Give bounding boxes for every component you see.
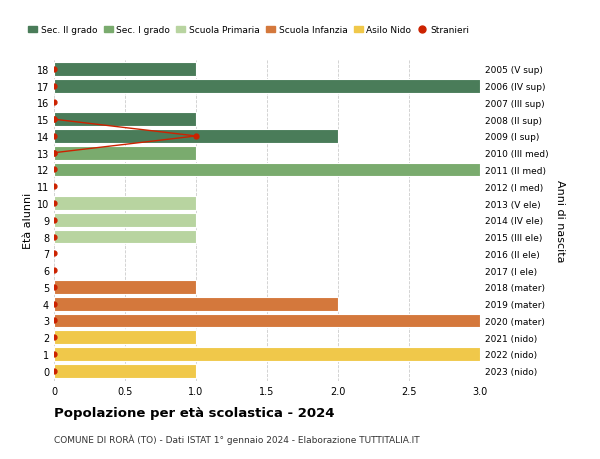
Bar (54, 280, 196, 294)
Bar (54, 63, 196, 77)
Text: Popolazione per età scolastica - 2024: Popolazione per età scolastica - 2024 (54, 406, 335, 419)
Y-axis label: Anni di nascita: Anni di nascita (555, 179, 565, 262)
Legend: Sec. II grado, Sec. I grado, Scuola Primaria, Scuola Infanzia, Asilo Nido, Stran: Sec. II grado, Sec. I grado, Scuola Prim… (25, 22, 473, 39)
Bar (54, 230, 196, 244)
Bar (54, 113, 196, 127)
Bar (54, 146, 196, 160)
Bar (54, 314, 480, 328)
Bar (54, 347, 480, 361)
Text: COMUNE DI RORÀ (TO) - Dati ISTAT 1° gennaio 2024 - Elaborazione TUTTITALIA.IT: COMUNE DI RORÀ (TO) - Dati ISTAT 1° genn… (54, 434, 419, 444)
Bar (54, 130, 338, 144)
Bar (54, 213, 196, 227)
Y-axis label: Età alunni: Età alunni (23, 192, 32, 248)
Bar (54, 330, 196, 344)
Bar (54, 297, 338, 311)
Bar (54, 79, 480, 93)
Bar (54, 197, 196, 210)
Bar (54, 163, 480, 177)
Bar (54, 364, 196, 378)
